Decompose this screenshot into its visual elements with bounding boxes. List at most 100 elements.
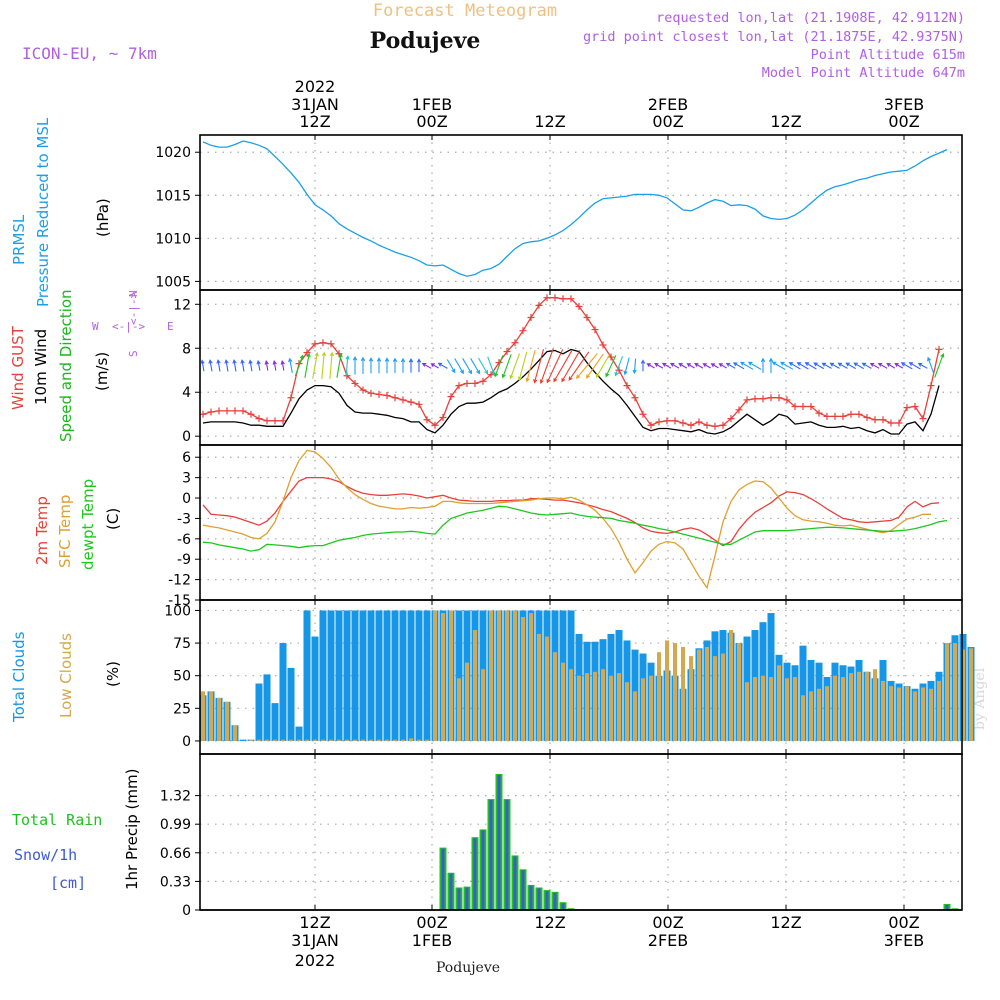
low-cloud-bar xyxy=(633,691,637,741)
gust-marker xyxy=(895,419,903,427)
snow-inner-bar xyxy=(441,848,445,910)
y-tick-label: -12 xyxy=(168,573,191,589)
series-dewpt-temp xyxy=(202,505,948,552)
low-cloud-bar xyxy=(825,686,829,741)
wind-direction-arrow xyxy=(240,359,245,372)
gust-marker xyxy=(359,386,367,394)
gust-marker xyxy=(719,421,727,429)
top-time-label: 1FEB xyxy=(412,95,452,114)
snow-inner-bar xyxy=(945,904,949,910)
wind-compass: W <-|-> E N <-|-> S xyxy=(92,290,174,357)
total-cloud-bar xyxy=(383,610,391,741)
compass-e: E xyxy=(167,320,174,333)
low-cloud-bar xyxy=(745,682,749,741)
low-cloud-bar xyxy=(705,646,709,741)
wind-direction-arrow xyxy=(894,363,904,369)
wind-direction-arrow xyxy=(400,357,406,373)
series-wind-gust xyxy=(202,297,940,427)
wind-direction-arrow xyxy=(248,359,253,372)
wind-direction-arrow xyxy=(224,359,229,372)
total-cloud-bar xyxy=(263,674,271,741)
clouds-total-label: Total Clouds xyxy=(10,631,28,723)
wind-direction-arrow xyxy=(661,362,672,369)
wind-direction-arrow xyxy=(760,357,766,373)
gust-marker xyxy=(823,412,831,420)
temp-dew-label: dewpt Temp xyxy=(79,479,97,570)
gust-marker xyxy=(919,415,927,423)
pressure-unit: (hPa) xyxy=(94,198,112,237)
wind-direction-arrow xyxy=(232,359,237,372)
wind-gust-label: Wind GUST xyxy=(9,325,27,410)
wind-direction-arrow xyxy=(329,351,335,379)
wind-direction-arrow xyxy=(533,349,545,384)
wind-direction-arrow xyxy=(454,358,464,375)
wind-direction-arrow xyxy=(470,358,480,375)
gust-marker xyxy=(319,339,327,347)
low-cloud-bar xyxy=(889,686,893,741)
gust-marker xyxy=(383,392,391,400)
temp-2m-label: 2m Temp xyxy=(33,496,51,565)
bottom-time-label: 12Z xyxy=(770,913,801,932)
snow-inner-bar xyxy=(545,891,549,910)
low-cloud-bar xyxy=(689,656,693,741)
gust-marker xyxy=(503,348,511,356)
gust-marker xyxy=(855,410,863,418)
low-cloud-bar xyxy=(593,671,597,741)
low-cloud-bar xyxy=(913,691,917,741)
low-cloud-bar xyxy=(721,653,725,741)
precip-ylabel: 1hr Precip (mm) xyxy=(123,769,141,890)
top-time-label: 12Z xyxy=(299,112,330,131)
gust-marker xyxy=(783,396,791,404)
low-cloud-bar xyxy=(921,687,925,741)
wind-direction-arrow xyxy=(430,363,439,369)
y-tick-label: 0 xyxy=(182,491,191,507)
low-cloud-bar xyxy=(425,739,429,741)
wind-direction-arrow xyxy=(640,359,646,372)
wind-direction-arrow xyxy=(585,353,604,379)
wind-direction-arrow xyxy=(421,362,432,369)
y-tick-label: 75 xyxy=(173,636,191,652)
total-cloud-bar xyxy=(335,610,343,741)
wind-direction-arrow xyxy=(788,362,801,370)
low-cloud-bar xyxy=(353,739,357,741)
compass-line: <-|-> xyxy=(127,292,140,325)
gust-marker xyxy=(655,418,663,426)
low-cloud-bar xyxy=(433,610,437,741)
low-cloud-bar xyxy=(281,739,285,741)
gust-marker xyxy=(903,404,911,412)
wind-10m-label: 10m Wind xyxy=(32,329,50,405)
low-cloud-bar xyxy=(873,669,877,741)
gust-marker xyxy=(679,419,687,427)
gust-marker xyxy=(231,407,239,415)
total-cloud-bar xyxy=(415,610,423,741)
low-cloud-bar xyxy=(305,739,309,741)
wind-direction-arrow xyxy=(632,358,637,375)
gust-marker xyxy=(247,410,255,418)
y-tick-label: 0.99 xyxy=(160,817,191,833)
wind-direction-arrow xyxy=(575,353,598,379)
wind-direction-arrow xyxy=(494,355,504,378)
gust-marker xyxy=(687,421,695,429)
low-cloud-bar xyxy=(833,675,837,741)
location-title: Podujeve xyxy=(370,28,481,54)
watermark: by Angel xyxy=(972,667,988,730)
total-cloud-bar xyxy=(407,610,415,741)
top-time-label: 12Z xyxy=(770,112,801,131)
gust-marker xyxy=(543,294,551,302)
snow-inner-bar xyxy=(449,873,453,910)
low-cloud-bar xyxy=(649,675,653,741)
low-cloud-bar xyxy=(545,636,549,741)
requested-coords: requested lon,lat (21.1908E, 42.9112N) xyxy=(656,10,965,26)
low-cloud-bar xyxy=(609,675,613,741)
series-10m-wind xyxy=(202,348,940,435)
wind-direction-arrow xyxy=(678,363,688,369)
wind-direction-arrow xyxy=(605,355,617,378)
precip-cm-label: [cm] xyxy=(50,874,86,892)
gust-marker xyxy=(263,417,271,425)
gust-marker xyxy=(399,396,407,404)
low-cloud-bar xyxy=(361,739,365,741)
low-cloud-bar xyxy=(449,610,453,741)
top-time-label: 00Z xyxy=(416,112,447,131)
wind-direction-arrow xyxy=(908,362,921,370)
compass-w: W xyxy=(92,320,99,333)
